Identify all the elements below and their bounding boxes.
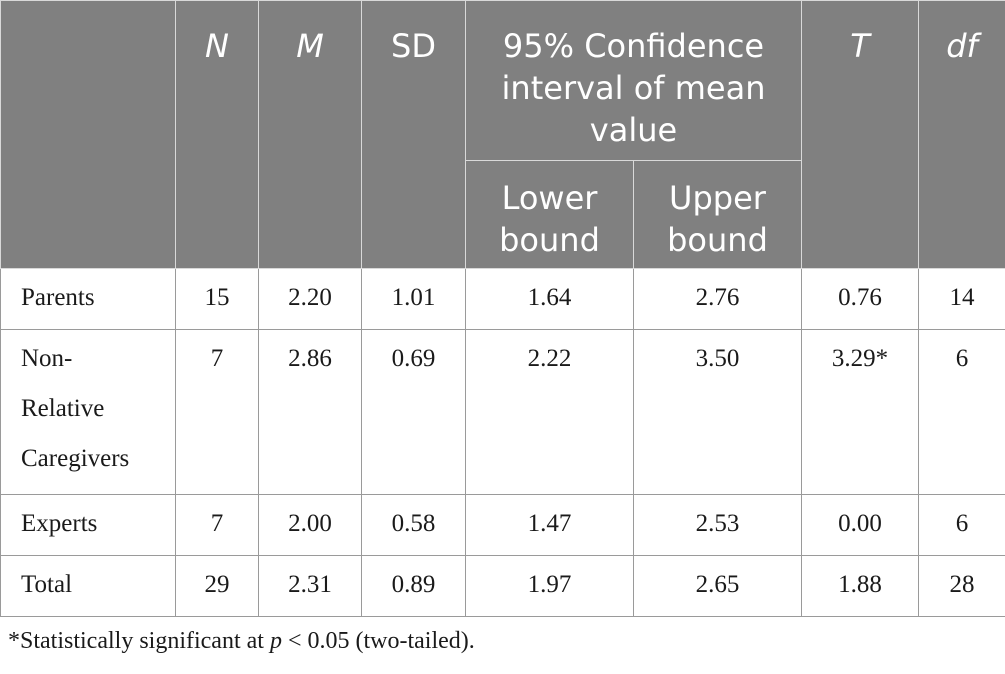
lower-bound-value: 1.97 [465, 555, 634, 617]
n-value: 29 [175, 555, 259, 617]
mean-value: 2.00 [258, 494, 362, 556]
sd-value: 0.69 [361, 329, 466, 495]
mean-value: 2.86 [258, 329, 362, 495]
n-value: 7 [175, 329, 259, 495]
n-value: 15 [175, 268, 259, 330]
df-value: 6 [918, 329, 1005, 495]
statistics-table: N M SD 95% Confidence interval of mean v… [0, 0, 1005, 617]
header-upper-bound: Upper bound [633, 160, 802, 269]
sd-value: 0.89 [361, 555, 466, 617]
table-row: Experts 7 2.00 0.58 1.47 2.53 0.00 6 [0, 494, 1005, 556]
upper-bound-value: 2.76 [633, 268, 802, 330]
footnote-prefix: *Statistically significant at [8, 628, 270, 654]
upper-bound-value: 3.50 [633, 329, 802, 495]
lower-bound-value: 1.47 [465, 494, 634, 556]
t-value: 1.88 [801, 555, 919, 617]
df-value: 14 [918, 268, 1005, 330]
n-value: 7 [175, 494, 259, 556]
header-n: N [175, 0, 259, 269]
table-row: Total 29 2.31 0.89 1.97 2.65 1.88 28 [0, 555, 1005, 617]
table-row: Parents 15 2.20 1.01 1.64 2.76 0.76 14 [0, 268, 1005, 330]
df-value: 28 [918, 555, 1005, 617]
group-label: Non-Relative Caregivers [0, 329, 176, 495]
t-value: 0.00 [801, 494, 919, 556]
header-mean: M [258, 0, 362, 269]
header-confidence-interval: 95% Confidence interval of mean value [465, 0, 802, 161]
header-empty-cell [0, 0, 176, 269]
t-value: 3.29* [801, 329, 919, 495]
group-label: Parents [0, 268, 176, 330]
t-value: 0.76 [801, 268, 919, 330]
header-sd: SD [361, 0, 466, 269]
upper-bound-value: 2.65 [633, 555, 802, 617]
header-df: df [918, 0, 1005, 269]
mean-value: 2.20 [258, 268, 362, 330]
df-value: 6 [918, 494, 1005, 556]
footnote-suffix: < 0.05 (two-tailed). [281, 628, 475, 654]
header-t: T [801, 0, 919, 269]
sd-value: 0.58 [361, 494, 466, 556]
footnote-p-symbol: p [269, 628, 282, 654]
group-label: Total [0, 555, 176, 617]
group-label: Experts [0, 494, 176, 556]
table-footnote: *Statistically significant at p < 0.05 (… [8, 628, 475, 655]
table-row: Non-Relative Caregivers 7 2.86 0.69 2.22… [0, 329, 1005, 495]
upper-bound-value: 2.53 [633, 494, 802, 556]
lower-bound-value: 1.64 [465, 268, 634, 330]
lower-bound-value: 2.22 [465, 329, 634, 495]
header-lower-bound: Lower bound [465, 160, 634, 269]
sd-value: 1.01 [361, 268, 466, 330]
mean-value: 2.31 [258, 555, 362, 617]
